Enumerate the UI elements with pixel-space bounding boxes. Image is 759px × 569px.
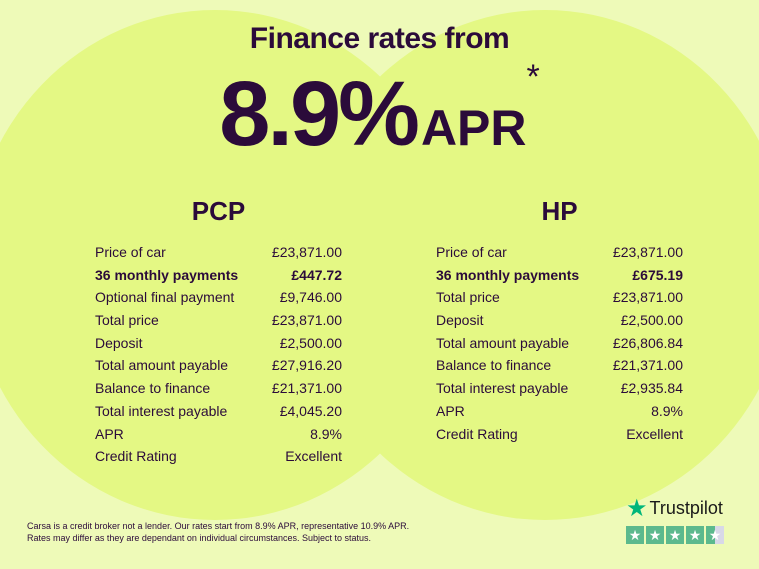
rate-display: 8.9%APR *	[0, 58, 759, 167]
table-row: 36 monthly payments £675.19	[436, 264, 683, 287]
table-row: Total interest payable £4,045.20	[95, 400, 342, 423]
table-row: Total interest payable £2,935.84	[436, 377, 683, 400]
headline: Finance rates from	[249, 22, 510, 55]
asterisk: *	[526, 58, 540, 96]
row-value: £26,806.84	[612, 334, 683, 351]
row-value: £21,371.00	[612, 357, 683, 374]
row-value: £27,916.20	[271, 357, 342, 374]
star-icon: ★	[626, 495, 648, 522]
rating-star-icon: ★	[686, 526, 704, 544]
row-label: Total price	[95, 312, 159, 329]
row-value: £23,871.00	[612, 244, 683, 260]
row-value: £4,045.20	[279, 402, 342, 419]
row-value: £9,746.00	[279, 289, 342, 306]
disclaimer-line-1: Carsa is a credit broker not a lender. O…	[27, 521, 410, 531]
trustpilot-badge[interactable]: ★ Trustpilot ★ ★ ★ ★ ★	[626, 494, 724, 544]
row-label: Deposit	[95, 334, 143, 351]
disclaimer: Carsa is a credit broker not a lender. O…	[27, 520, 409, 544]
table-row: APR 8.9%	[95, 423, 342, 446]
trustpilot-rating: ★ ★ ★ ★ ★	[626, 526, 724, 544]
rating-star-icon: ★	[666, 526, 684, 544]
row-value: 8.9%	[310, 425, 342, 442]
row-value: Excellent	[285, 448, 342, 465]
row-label: 36 monthly payments	[95, 266, 239, 283]
row-value: 8.9%	[651, 402, 683, 419]
row-label: APR	[95, 425, 124, 442]
rate-suffix: APR	[420, 100, 527, 156]
row-label: Price of car	[95, 244, 166, 260]
row-value: £23,871.00	[612, 289, 683, 306]
row-label: Optional final payment	[95, 289, 235, 306]
table-row: Credit Rating Excellent	[95, 445, 342, 468]
pcp-table: PCP Price of car £23,871.00 36 monthly pay…	[95, 196, 342, 468]
rating-star-icon: ★	[626, 526, 644, 544]
trustpilot-brand: Trustpilot	[649, 498, 723, 518]
table-row: Total price £23,871.00	[436, 286, 683, 309]
row-label: Price of car	[436, 244, 507, 260]
table-row: Credit Rating Excellent	[436, 423, 683, 446]
rate-value: 8.9%	[219, 63, 420, 165]
table-row: Total amount payable £26,806.84	[436, 332, 683, 355]
row-value: £2,500.00	[620, 312, 683, 329]
table-row: Balance to finance £21,371.00	[436, 354, 683, 377]
table-row: 36 monthly payments £447.72	[95, 264, 342, 287]
row-label: Total amount payable	[436, 334, 570, 351]
row-value: £675.19	[632, 266, 683, 283]
row-label: Credit Rating	[95, 448, 177, 465]
row-value: £2,500.00	[279, 334, 342, 351]
table-row: Deposit £2,500.00	[436, 309, 683, 332]
table-row: Balance to finance £21,371.00	[95, 377, 342, 400]
row-label: Balance to finance	[436, 357, 552, 374]
table-row: Price of car £23,871.00	[436, 241, 683, 264]
row-value: Excellent	[626, 425, 683, 442]
rating-star-icon: ★	[646, 526, 664, 544]
row-label: Deposit	[436, 312, 484, 329]
table-row: Total amount payable £27,916.20	[95, 354, 342, 377]
table-row: Deposit £2,500.00	[95, 332, 342, 355]
row-value: £447.72	[291, 266, 342, 283]
table-row: Optional final payment £9,746.00	[95, 286, 342, 309]
disclaimer-line-2: Rates may differ as they are dependant o…	[27, 533, 372, 543]
row-label: Credit Rating	[436, 425, 518, 442]
table-row: Total price £23,871.00	[95, 309, 342, 332]
table-row: APR 8.9%	[436, 400, 683, 423]
row-label: Balance to finance	[95, 380, 211, 397]
row-value: £23,871.00	[271, 244, 342, 260]
rating-star-icon: ★	[706, 526, 724, 544]
hp-table: HP Price of car £23,871.00 36 monthly paym…	[436, 196, 683, 445]
hp-title: HP	[541, 196, 578, 226]
row-value: £23,871.00	[271, 312, 342, 329]
row-value: £2,935.84	[620, 380, 683, 397]
table-row: Price of car £23,871.00	[95, 241, 342, 264]
background-circle-right	[300, 10, 759, 520]
row-label: 36 monthly payments	[436, 266, 580, 283]
row-label: APR	[436, 402, 465, 419]
row-label: Total amount payable	[95, 357, 229, 374]
row-label: Total price	[436, 289, 500, 306]
row-value: £21,371.00	[271, 380, 342, 397]
row-label: Total interest payable	[95, 402, 228, 419]
row-label: Total interest payable	[436, 380, 569, 397]
pcp-title: PCP	[191, 196, 246, 226]
